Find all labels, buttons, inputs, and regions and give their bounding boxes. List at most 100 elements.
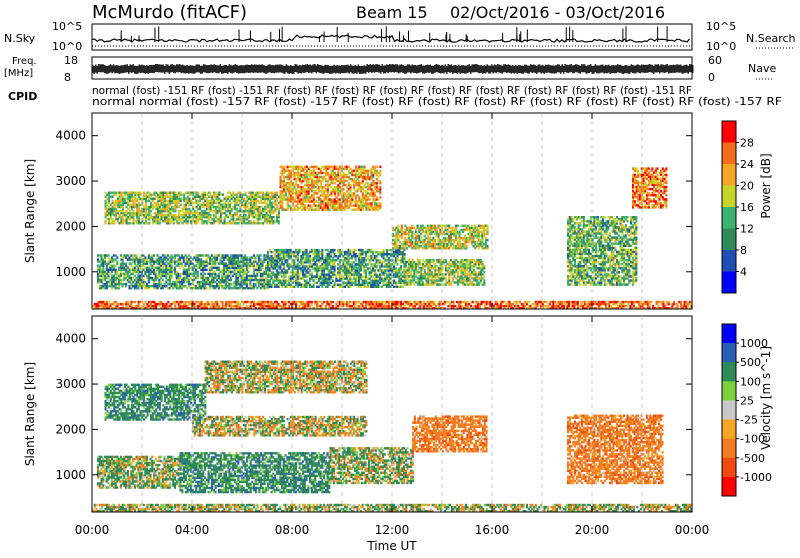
heatmap-cell bbox=[133, 196, 135, 198]
heatmap-cell bbox=[417, 225, 419, 227]
heatmap-cell bbox=[122, 192, 124, 194]
heatmap-cell bbox=[179, 256, 181, 258]
freq-sample bbox=[311, 65, 313, 73]
freq-sample bbox=[230, 65, 232, 73]
heatmap-cell bbox=[176, 200, 178, 202]
heatmap-cell bbox=[258, 261, 260, 263]
heatmap-cell bbox=[164, 192, 166, 194]
heatmap-cell bbox=[321, 253, 323, 255]
heatmap-cell bbox=[285, 253, 287, 255]
heatmap-cell bbox=[119, 214, 121, 216]
heatmap-cell bbox=[157, 258, 159, 260]
freq-sample bbox=[173, 65, 175, 73]
freq-sample bbox=[406, 66, 408, 74]
heatmap-cell bbox=[197, 212, 199, 214]
heatmap-cell bbox=[223, 271, 225, 273]
heatmap-cell bbox=[248, 220, 250, 222]
heatmap-cell bbox=[295, 282, 297, 284]
heatmap-cell bbox=[376, 251, 378, 253]
heatmap-cell bbox=[351, 273, 353, 275]
heatmap-cell bbox=[136, 216, 138, 218]
heatmap-cell bbox=[415, 281, 417, 283]
heatmap-cell bbox=[154, 202, 156, 204]
freq-sample bbox=[379, 65, 381, 73]
freq-sample bbox=[347, 65, 349, 73]
freq-sample bbox=[554, 66, 556, 74]
heatmap-cell bbox=[136, 206, 138, 208]
heatmap-cell bbox=[376, 273, 378, 275]
heatmap-cell bbox=[111, 265, 113, 267]
freq-sample bbox=[499, 65, 501, 73]
heatmap-cell bbox=[126, 220, 128, 222]
heatmap-cell bbox=[118, 267, 120, 269]
freq-sample bbox=[530, 64, 532, 72]
heatmap-cell bbox=[223, 267, 225, 269]
heatmap-cell bbox=[464, 279, 466, 281]
heatmap-cell bbox=[200, 285, 202, 287]
freq-sample bbox=[334, 65, 336, 73]
heatmap-cell bbox=[119, 210, 121, 212]
heatmap-cell bbox=[299, 265, 301, 267]
freq-sample bbox=[263, 65, 265, 73]
heatmap-cell bbox=[459, 247, 461, 249]
heatmap-cell bbox=[115, 269, 117, 271]
heatmap-cell bbox=[180, 198, 182, 200]
heatmap-cell bbox=[281, 202, 283, 204]
heatmap-cell bbox=[438, 233, 440, 235]
freq-sample bbox=[325, 65, 327, 73]
heatmap-cell bbox=[283, 172, 285, 174]
heatmap-cell bbox=[108, 220, 110, 222]
freq-sample bbox=[322, 66, 324, 74]
heatmap-cell bbox=[183, 267, 185, 269]
heatmap-cell bbox=[176, 271, 178, 273]
heatmap-cell bbox=[417, 233, 419, 235]
heatmap-cell bbox=[227, 285, 229, 287]
heatmap-cell bbox=[262, 210, 264, 212]
heatmap-cell bbox=[129, 206, 131, 208]
heatmap-cell bbox=[267, 263, 269, 265]
freq-sample bbox=[601, 65, 603, 73]
heatmap-cell bbox=[157, 220, 159, 222]
heatmap-cell bbox=[171, 271, 173, 273]
nsearch-tick-top: 10^5 bbox=[706, 20, 736, 33]
heatmap-cell bbox=[176, 216, 178, 218]
heatmap-cell bbox=[269, 216, 271, 218]
freq-sample bbox=[286, 64, 288, 72]
heatmap-cell bbox=[424, 269, 426, 271]
heatmap-cell bbox=[278, 265, 280, 267]
heatmap-cell bbox=[355, 249, 357, 251]
freq-sample bbox=[248, 65, 250, 73]
heatmap-cell bbox=[164, 196, 166, 198]
heatmap-cell bbox=[217, 194, 219, 196]
freq-sample bbox=[274, 65, 276, 73]
heatmap-cell bbox=[408, 265, 410, 267]
heatmap-cell bbox=[434, 243, 436, 245]
freq-sample bbox=[494, 64, 496, 72]
heatmap-cell bbox=[154, 192, 156, 194]
freq-sample bbox=[641, 65, 643, 73]
freq-sample bbox=[244, 65, 246, 73]
freq-sample bbox=[659, 65, 661, 73]
heatmap-cell bbox=[362, 275, 364, 277]
heatmap-cell bbox=[271, 284, 273, 286]
heatmap-cell bbox=[334, 253, 336, 255]
heatmap-cell bbox=[397, 253, 399, 255]
freq-sample bbox=[217, 65, 219, 73]
heatmap-cell bbox=[413, 247, 415, 249]
heatmap-cell bbox=[186, 269, 188, 271]
heatmap-cell bbox=[150, 256, 152, 258]
heatmap-cell bbox=[287, 202, 289, 204]
heatmap-cell bbox=[292, 286, 294, 288]
heatmap-cell bbox=[431, 227, 433, 229]
freq-sample bbox=[508, 65, 510, 73]
heatmap-cell bbox=[450, 281, 452, 283]
heatmap-cell bbox=[278, 282, 280, 284]
heatmap-cell bbox=[348, 267, 350, 269]
heatmap-cell bbox=[253, 254, 255, 256]
freq-sample bbox=[614, 65, 616, 73]
heatmap-cell bbox=[269, 200, 271, 202]
heatmap-cell bbox=[457, 225, 459, 227]
heatmap-cell bbox=[119, 192, 121, 194]
heatmap-cell bbox=[112, 200, 114, 202]
heatmap-cell bbox=[273, 220, 275, 222]
